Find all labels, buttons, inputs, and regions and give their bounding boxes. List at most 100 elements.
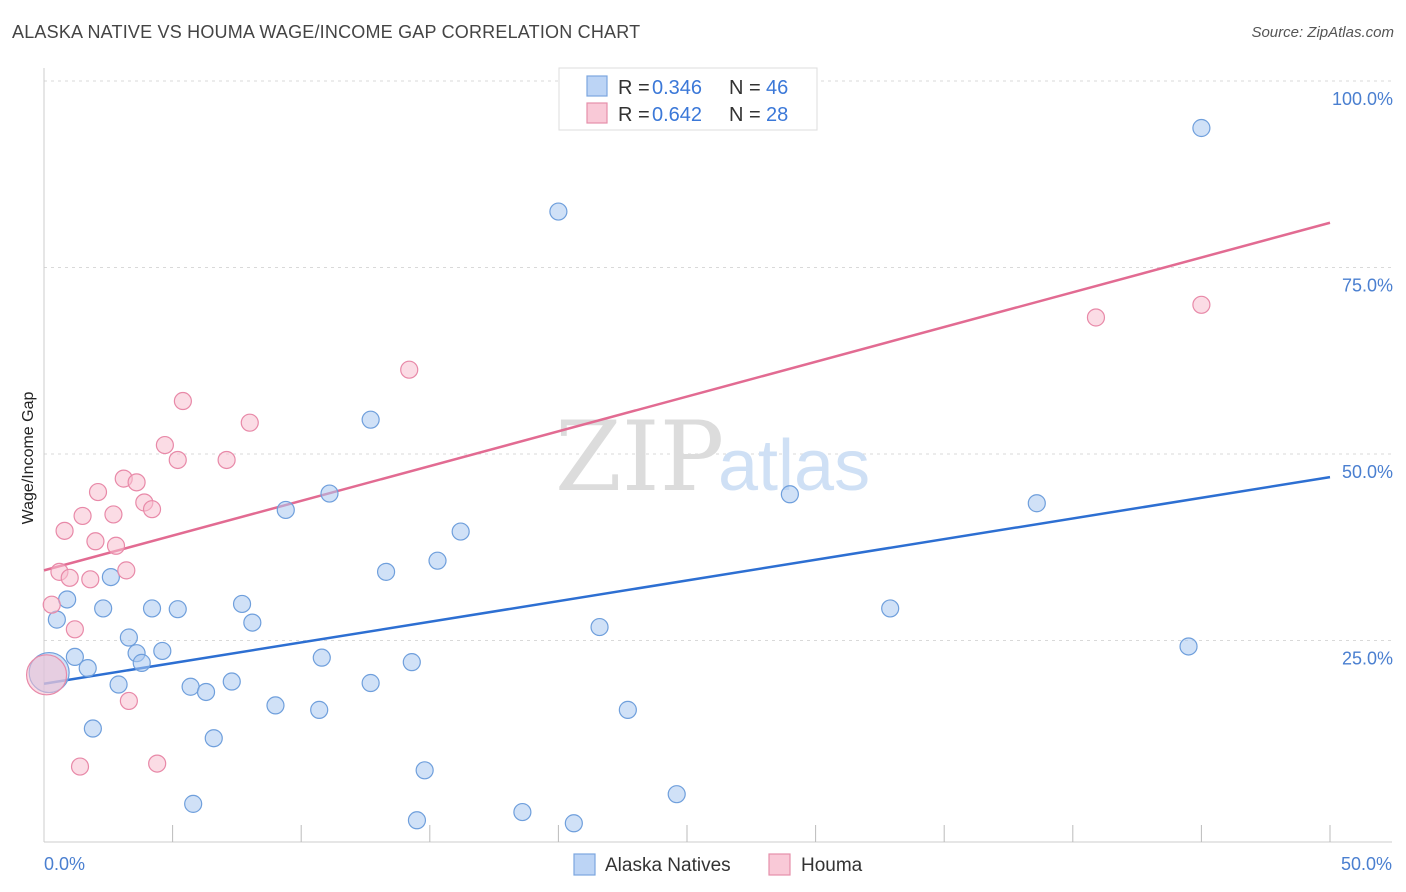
legend-swatch-alaska-natives: [586, 75, 608, 97]
legend-r-label-houma: R =: [618, 104, 650, 126]
point-houma-20: [155, 435, 174, 455]
series-legend: Alaska Natives Houma: [573, 853, 863, 876]
legend-n-value-alaska: 46: [766, 77, 788, 99]
point-alaska-natives-15: [181, 677, 200, 696]
legend-n-label-alaska: N =: [729, 77, 761, 99]
point-alaska-natives-25: [312, 648, 331, 667]
y-tick-label-0: 25.0%: [1342, 649, 1393, 669]
point-houma-6: [70, 757, 90, 776]
point-houma-10: [88, 482, 108, 502]
point-houma-9: [86, 532, 105, 551]
point-alaska-natives-21: [243, 613, 262, 632]
point-alaska-natives-23: [276, 500, 295, 520]
legend-r-value-alaska: 0.346: [652, 77, 702, 99]
point-houma-24: [240, 413, 259, 432]
point-houma-0: [25, 654, 68, 696]
point-alaska-natives-35: [513, 802, 532, 822]
point-houma-18: [142, 500, 162, 519]
point-alaska-natives-5: [83, 719, 102, 738]
legend-r-label-alaska: R =: [618, 77, 650, 99]
point-houma-4: [60, 568, 79, 587]
point-alaska-natives-26: [320, 484, 339, 503]
point-alaska-natives-24: [310, 700, 329, 719]
point-houma-26: [1086, 308, 1106, 327]
chart-title: ALASKA NATIVE VS HOUMA WAGE/INCOME GAP C…: [12, 22, 641, 42]
axes: [43, 68, 1392, 843]
x-tick-label-min: 0.0%: [44, 854, 85, 874]
point-alaska-natives-45: [1192, 118, 1211, 138]
y-axis-title: Wage/Income Gap: [20, 392, 37, 525]
point-alaska-natives-4: [78, 659, 97, 678]
point-houma-25: [400, 360, 419, 379]
point-houma-23: [217, 450, 236, 470]
legend-r-value-houma: 0.642: [652, 104, 702, 126]
point-alaska-natives-11: [132, 653, 151, 672]
point-alaska-natives-36: [549, 202, 568, 221]
point-houma-8: [81, 570, 100, 589]
point-alaska-natives-18: [204, 729, 223, 748]
point-houma-19: [148, 754, 167, 773]
point-alaska-natives-39: [618, 700, 637, 719]
point-alaska-natives-20: [232, 594, 252, 614]
point-houma-7: [73, 506, 92, 526]
point-alaska-natives-2: [58, 590, 77, 609]
legend-n-label-houma: N =: [729, 104, 761, 126]
point-alaska-natives-22: [266, 696, 285, 715]
point-alaska-natives-37: [564, 814, 583, 833]
point-alaska-natives-3: [65, 647, 84, 667]
point-houma-21: [168, 450, 187, 470]
point-alaska-natives-27: [361, 410, 380, 429]
trend-line-1: [43, 221, 1331, 572]
point-alaska-natives-29: [376, 562, 396, 581]
point-alaska-natives-32: [415, 761, 434, 780]
trend-line-0: [43, 475, 1331, 686]
series-legend-swatch-alaska-natives: [573, 853, 596, 876]
point-alaska-natives-9: [119, 628, 138, 647]
point-alaska-natives-38: [590, 617, 609, 637]
point-houma-16: [127, 473, 146, 492]
point-alaska-natives-44: [1179, 637, 1198, 656]
point-alaska-natives-19: [222, 672, 241, 691]
legend-swatch-houma: [586, 102, 608, 124]
point-alaska-natives-42: [881, 599, 900, 618]
gridlines: [44, 80, 1392, 641]
point-houma-12: [106, 536, 126, 555]
point-alaska-natives-12: [142, 599, 162, 618]
trend-lines: [43, 221, 1331, 686]
point-alaska-natives-40: [667, 785, 686, 804]
data-points: [25, 118, 1211, 833]
series-legend-label-alaska-natives: Alaska Natives: [605, 855, 731, 876]
legend-n-value-houma: 28: [766, 104, 788, 126]
point-houma-11: [104, 505, 123, 524]
watermark-zip: ZIP: [555, 401, 724, 513]
point-houma-5: [65, 620, 84, 639]
point-houma-22: [173, 391, 192, 411]
y-tick-label-1: 50.0%: [1342, 462, 1393, 482]
point-houma-1: [42, 595, 61, 614]
legend-stats: R = 0.346 N = 46 R = 0.642 N = 28: [558, 67, 818, 131]
watermark: ZIP atlas: [555, 401, 870, 513]
point-alaska-natives-28: [361, 673, 380, 693]
chart-source: Source: ZipAtlas.com: [1251, 24, 1394, 41]
point-houma-3: [55, 521, 74, 540]
point-alaska-natives-6: [94, 599, 113, 618]
point-alaska-natives-41: [780, 485, 799, 504]
point-alaska-natives-33: [428, 551, 447, 570]
series-legend-swatch-houma: [768, 853, 791, 876]
point-alaska-natives-34: [451, 522, 470, 541]
point-alaska-natives-16: [184, 794, 203, 813]
y-tick-label-2: 75.0%: [1342, 276, 1393, 296]
point-alaska-natives-7: [101, 567, 120, 587]
point-alaska-natives-13: [153, 641, 172, 661]
point-alaska-natives-30: [402, 653, 421, 672]
point-alaska-natives-43: [1027, 494, 1046, 513]
y-tick-labels: 25.0% 50.0% 75.0% 100.0%: [1332, 89, 1393, 669]
point-houma-27: [1192, 295, 1211, 314]
point-alaska-natives-8: [109, 675, 128, 694]
x-tick-labels: 0.0% 50.0%: [44, 854, 1392, 874]
y-tick-label-3: 100.0%: [1332, 89, 1393, 109]
point-alaska-natives-17: [196, 682, 216, 702]
point-houma-15: [119, 691, 138, 711]
point-alaska-natives-14: [168, 600, 187, 619]
